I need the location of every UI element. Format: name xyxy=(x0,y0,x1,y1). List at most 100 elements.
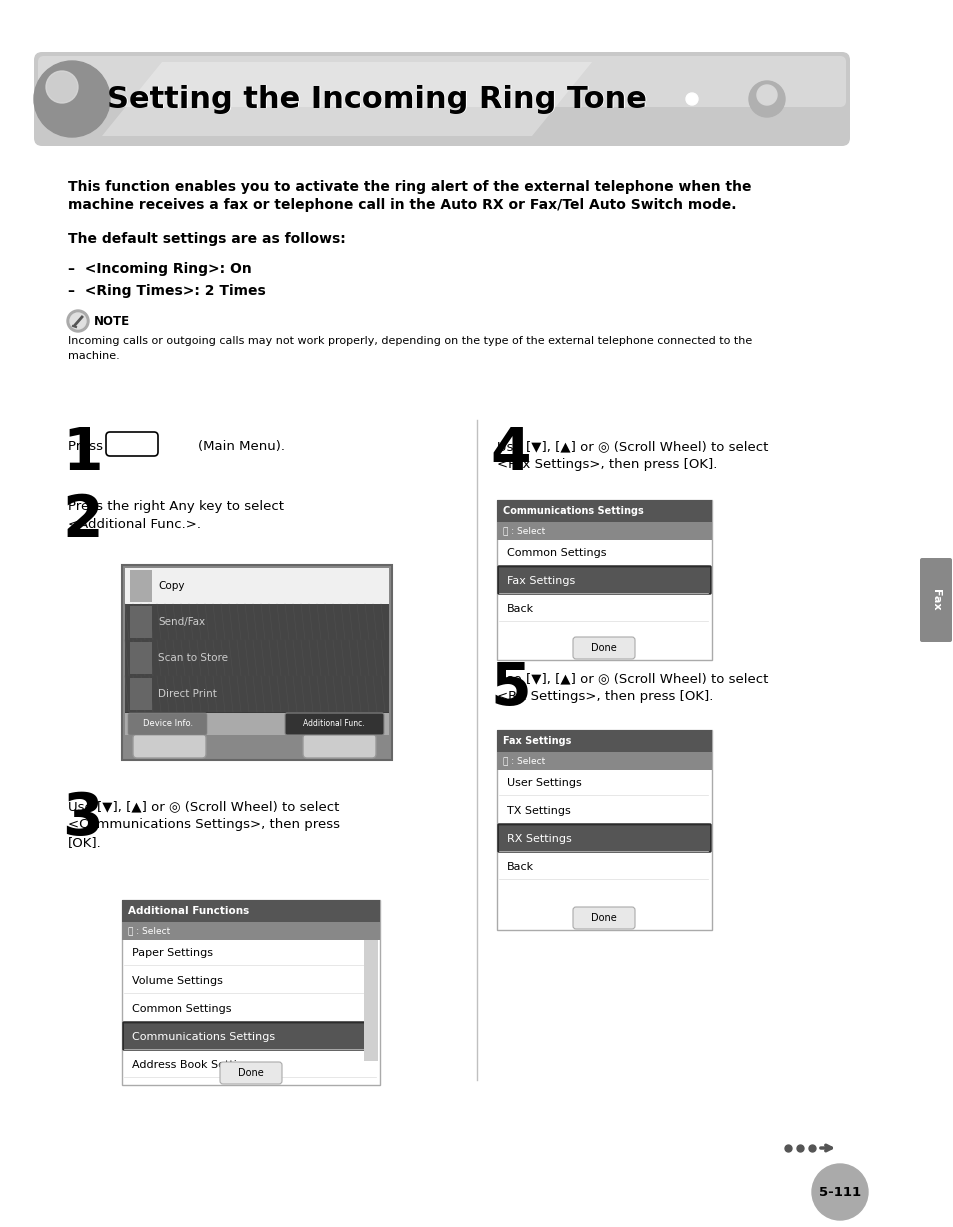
Bar xyxy=(50,130,833,135)
Text: Use [▼], [▲] or ◎ (Scroll Wheel) to select
<Communications Settings>, then press: Use [▼], [▲] or ◎ (Scroll Wheel) to sele… xyxy=(68,800,339,849)
Text: Fax Settings: Fax Settings xyxy=(506,575,575,585)
Text: Fax: Fax xyxy=(930,589,940,611)
FancyBboxPatch shape xyxy=(106,432,158,456)
Bar xyxy=(497,730,711,930)
Text: Device Info.: Device Info. xyxy=(143,719,193,729)
Text: Scan to Store: Scan to Store xyxy=(158,653,228,663)
Text: Done: Done xyxy=(591,913,617,923)
Bar xyxy=(130,642,152,674)
Bar xyxy=(124,996,364,1021)
FancyBboxPatch shape xyxy=(497,566,710,594)
Text: Paper Settings: Paper Settings xyxy=(132,947,213,957)
FancyBboxPatch shape xyxy=(123,1022,365,1050)
Circle shape xyxy=(685,93,698,106)
Bar xyxy=(50,80,833,85)
Bar xyxy=(124,1052,364,1077)
Bar xyxy=(498,568,709,593)
Text: NOTE: NOTE xyxy=(94,315,130,328)
Bar xyxy=(497,499,711,660)
Bar xyxy=(498,798,709,823)
Bar xyxy=(50,134,833,139)
Text: –  <Incoming Ring>: On: – <Incoming Ring>: On xyxy=(68,263,252,276)
Text: Communications Settings: Communications Settings xyxy=(132,1032,274,1042)
Text: 5: 5 xyxy=(490,660,530,717)
FancyBboxPatch shape xyxy=(132,734,206,758)
Circle shape xyxy=(757,85,776,106)
Bar xyxy=(50,99,833,104)
Bar xyxy=(50,119,833,124)
Bar xyxy=(122,564,392,760)
FancyBboxPatch shape xyxy=(303,734,375,758)
Bar xyxy=(498,540,709,564)
Text: Press: Press xyxy=(68,440,107,453)
FancyBboxPatch shape xyxy=(38,56,845,107)
Text: Communications Settings: Communications Settings xyxy=(502,506,643,517)
Bar xyxy=(498,771,709,795)
Bar xyxy=(50,83,833,88)
Text: Direct Print: Direct Print xyxy=(158,690,216,699)
Circle shape xyxy=(34,61,110,137)
Text: machine receives a fax or telephone call in the Auto RX or Fax/Tel Auto Switch m: machine receives a fax or telephone call… xyxy=(68,198,736,212)
Bar xyxy=(50,91,833,96)
Bar xyxy=(125,676,389,712)
Bar xyxy=(498,854,709,879)
Bar xyxy=(50,96,833,99)
Bar xyxy=(122,921,379,940)
Text: Press the right Any key to select
<Additional Func.>.: Press the right Any key to select <Addit… xyxy=(68,499,284,531)
Text: 5-111: 5-111 xyxy=(818,1185,861,1199)
Text: Volume Settings: Volume Settings xyxy=(132,975,223,985)
Bar xyxy=(125,568,389,604)
Text: Common Settings: Common Settings xyxy=(132,1004,232,1014)
Bar xyxy=(50,114,833,119)
Bar xyxy=(125,713,389,735)
Text: (Main Menu).: (Main Menu). xyxy=(198,440,285,453)
Bar xyxy=(122,899,379,1085)
Text: 3: 3 xyxy=(62,790,103,847)
Polygon shape xyxy=(102,63,592,136)
Text: Setting the Incoming Ring Tone: Setting the Incoming Ring Tone xyxy=(107,85,646,114)
Bar xyxy=(50,103,833,108)
FancyBboxPatch shape xyxy=(285,713,384,735)
Text: 2: 2 xyxy=(62,492,103,548)
Bar xyxy=(125,640,389,676)
Text: Setting the Incoming Ring Tone: Setting the Incoming Ring Tone xyxy=(108,86,647,114)
Bar xyxy=(125,604,389,640)
Circle shape xyxy=(811,1164,867,1220)
Text: Use [▼], [▲] or ◎ (Scroll Wheel) to select
<RX Settings>, then press [OK].: Use [▼], [▲] or ◎ (Scroll Wheel) to sele… xyxy=(497,672,767,703)
Bar xyxy=(130,571,152,602)
Bar xyxy=(50,67,833,72)
Text: TX Settings: TX Settings xyxy=(506,805,570,816)
Bar xyxy=(364,940,377,1061)
Bar xyxy=(50,64,833,69)
Text: The default settings are as follows:: The default settings are as follows: xyxy=(68,232,345,245)
Bar xyxy=(498,596,709,621)
Text: –  <Ring Times>: 2 Times: – <Ring Times>: 2 Times xyxy=(68,283,266,298)
Bar xyxy=(124,968,364,993)
FancyBboxPatch shape xyxy=(220,1063,282,1083)
Bar xyxy=(130,606,152,638)
Circle shape xyxy=(748,81,784,117)
Bar xyxy=(124,940,364,964)
Text: Ⓡ : Select: Ⓡ : Select xyxy=(128,926,170,935)
Bar xyxy=(497,752,711,771)
Bar xyxy=(497,499,711,521)
Text: Address Book Settings: Address Book Settings xyxy=(132,1059,256,1070)
Circle shape xyxy=(70,313,86,329)
Bar xyxy=(50,71,833,76)
Text: Incoming calls or outgoing calls may not work properly, depending on the type of: Incoming calls or outgoing calls may not… xyxy=(68,336,752,361)
Text: Use [▼], [▲] or ◎ (Scroll Wheel) to select
<Fax Settings>, then press [OK].: Use [▼], [▲] or ◎ (Scroll Wheel) to sele… xyxy=(497,440,767,471)
Text: Fax Settings: Fax Settings xyxy=(502,736,571,746)
Text: Copy: Copy xyxy=(158,582,184,591)
Text: Back: Back xyxy=(506,861,534,871)
Bar xyxy=(50,107,833,112)
Text: Ⓡ : Select: Ⓡ : Select xyxy=(502,526,545,535)
Bar xyxy=(497,730,711,752)
FancyBboxPatch shape xyxy=(128,713,207,735)
Bar xyxy=(124,1025,364,1049)
Circle shape xyxy=(67,310,89,333)
FancyBboxPatch shape xyxy=(573,907,635,929)
FancyBboxPatch shape xyxy=(497,825,710,852)
Bar xyxy=(50,126,833,131)
Text: Done: Done xyxy=(591,643,617,653)
Circle shape xyxy=(46,71,78,103)
